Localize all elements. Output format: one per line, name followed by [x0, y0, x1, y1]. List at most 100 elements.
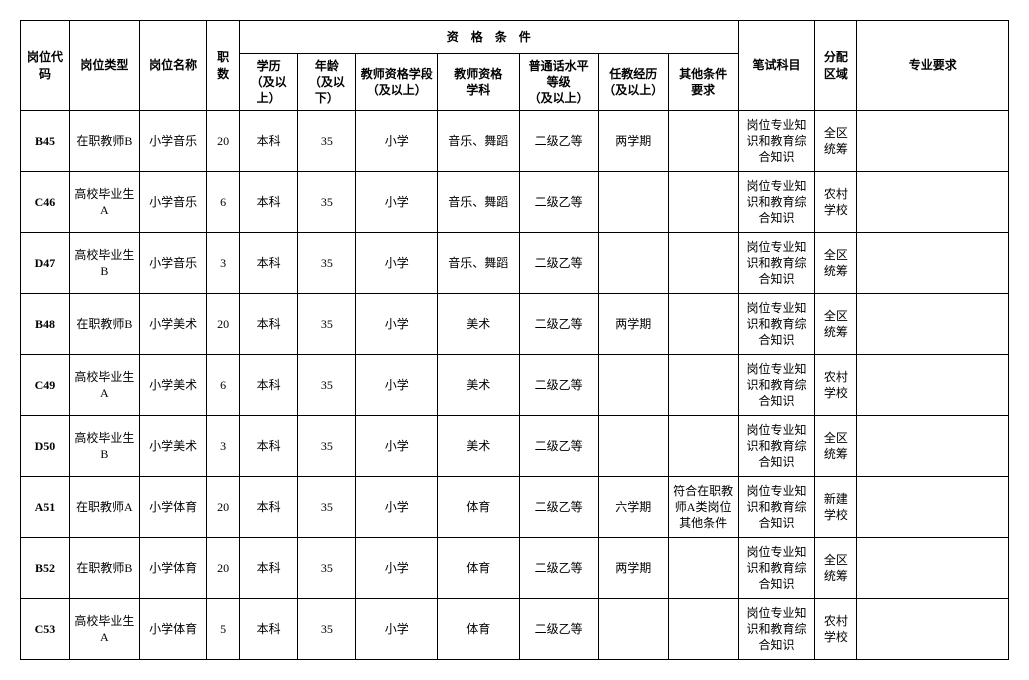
cell-exam: 岗位专业知识和教育综合知识 [738, 294, 815, 355]
cell-count: 6 [207, 172, 240, 233]
cell-code: A51 [21, 477, 70, 538]
cell-exam: 岗位专业知识和教育综合知识 [738, 538, 815, 599]
cell-putonghua: 二级乙等 [519, 233, 598, 294]
cell-major [857, 416, 1009, 477]
cell-area: 农村学校 [815, 599, 857, 660]
cell-edu: 本科 [239, 111, 297, 172]
col-area: 分配区域 [815, 21, 857, 111]
cell-stage: 小学 [356, 172, 438, 233]
cell-area: 新建学校 [815, 477, 857, 538]
cell-count: 20 [207, 538, 240, 599]
cell-experience: 两学期 [598, 111, 668, 172]
cell-area: 农村学校 [815, 355, 857, 416]
cell-subject: 体育 [438, 477, 520, 538]
cell-subject: 美术 [438, 355, 520, 416]
cell-other_req [668, 233, 738, 294]
col-name: 岗位名称 [139, 21, 207, 111]
cell-area: 全区统筹 [815, 538, 857, 599]
cell-type: 在职教师A [69, 477, 139, 538]
cell-age: 35 [298, 538, 356, 599]
col-subject: 教师资格学科 [438, 54, 520, 111]
cell-count: 3 [207, 233, 240, 294]
cell-experience: 六学期 [598, 477, 668, 538]
cell-major [857, 111, 1009, 172]
positions-table: 岗位代码 岗位类型 岗位名称 职数 资 格 条 件 笔试科目 分配区域 专业要求… [20, 20, 1009, 660]
table-header: 岗位代码 岗位类型 岗位名称 职数 资 格 条 件 笔试科目 分配区域 专业要求… [21, 21, 1009, 111]
cell-stage: 小学 [356, 477, 438, 538]
cell-major [857, 355, 1009, 416]
cell-code: C53 [21, 599, 70, 660]
table-row: A51在职教师A小学体育20本科35小学体育二级乙等六学期符合在职教师A类岗位其… [21, 477, 1009, 538]
cell-exam: 岗位专业知识和教育综合知识 [738, 172, 815, 233]
col-edu: 学历（及以上） [239, 54, 297, 111]
cell-other_req [668, 111, 738, 172]
col-experience: 任教经历（及以上） [598, 54, 668, 111]
cell-experience [598, 355, 668, 416]
cell-code: C46 [21, 172, 70, 233]
cell-code: B52 [21, 538, 70, 599]
cell-age: 35 [298, 416, 356, 477]
cell-age: 35 [298, 477, 356, 538]
cell-putonghua: 二级乙等 [519, 416, 598, 477]
cell-type: 高校毕业生B [69, 233, 139, 294]
cell-name: 小学音乐 [139, 233, 207, 294]
cell-age: 35 [298, 172, 356, 233]
cell-type: 高校毕业生A [69, 172, 139, 233]
cell-age: 35 [298, 233, 356, 294]
cell-type: 高校毕业生A [69, 599, 139, 660]
cell-stage: 小学 [356, 538, 438, 599]
cell-edu: 本科 [239, 233, 297, 294]
cell-count: 20 [207, 477, 240, 538]
cell-count: 20 [207, 111, 240, 172]
cell-stage: 小学 [356, 599, 438, 660]
cell-edu: 本科 [239, 172, 297, 233]
col-code: 岗位代码 [21, 21, 70, 111]
col-count: 职数 [207, 21, 240, 111]
cell-subject: 音乐、舞蹈 [438, 111, 520, 172]
cell-name: 小学体育 [139, 538, 207, 599]
cell-major [857, 477, 1009, 538]
cell-putonghua: 二级乙等 [519, 355, 598, 416]
cell-count: 6 [207, 355, 240, 416]
cell-edu: 本科 [239, 477, 297, 538]
cell-edu: 本科 [239, 416, 297, 477]
cell-exam: 岗位专业知识和教育综合知识 [738, 416, 815, 477]
cell-major [857, 172, 1009, 233]
col-type: 岗位类型 [69, 21, 139, 111]
cell-subject: 音乐、舞蹈 [438, 233, 520, 294]
col-age: 年龄（及以下） [298, 54, 356, 111]
cell-age: 35 [298, 294, 356, 355]
cell-type: 在职教师B [69, 111, 139, 172]
col-stage: 教师资格学段（及以上） [356, 54, 438, 111]
cell-code: D50 [21, 416, 70, 477]
cell-subject: 体育 [438, 538, 520, 599]
cell-stage: 小学 [356, 355, 438, 416]
cell-subject: 音乐、舞蹈 [438, 172, 520, 233]
cell-age: 35 [298, 111, 356, 172]
cell-putonghua: 二级乙等 [519, 477, 598, 538]
cell-area: 全区统筹 [815, 416, 857, 477]
cell-edu: 本科 [239, 355, 297, 416]
cell-stage: 小学 [356, 416, 438, 477]
cell-name: 小学美术 [139, 416, 207, 477]
cell-name: 小学体育 [139, 599, 207, 660]
cell-experience [598, 233, 668, 294]
cell-putonghua: 二级乙等 [519, 294, 598, 355]
cell-major [857, 599, 1009, 660]
table-row: D50高校毕业生B小学美术3本科35小学美术二级乙等岗位专业知识和教育综合知识全… [21, 416, 1009, 477]
table-row: B48在职教师B小学美术20本科35小学美术二级乙等两学期岗位专业知识和教育综合… [21, 294, 1009, 355]
table-row: C46高校毕业生A小学音乐6本科35小学音乐、舞蹈二级乙等岗位专业知识和教育综合… [21, 172, 1009, 233]
cell-age: 35 [298, 599, 356, 660]
cell-type: 高校毕业生B [69, 416, 139, 477]
cell-exam: 岗位专业知识和教育综合知识 [738, 355, 815, 416]
table-row: B45在职教师B小学音乐20本科35小学音乐、舞蹈二级乙等两学期岗位专业知识和教… [21, 111, 1009, 172]
cell-name: 小学体育 [139, 477, 207, 538]
cell-experience [598, 416, 668, 477]
col-other-req: 其他条件要求 [668, 54, 738, 111]
col-qual-group: 资 格 条 件 [239, 21, 738, 54]
cell-other_req [668, 294, 738, 355]
cell-edu: 本科 [239, 599, 297, 660]
cell-putonghua: 二级乙等 [519, 111, 598, 172]
cell-area: 全区统筹 [815, 111, 857, 172]
cell-type: 在职教师B [69, 538, 139, 599]
